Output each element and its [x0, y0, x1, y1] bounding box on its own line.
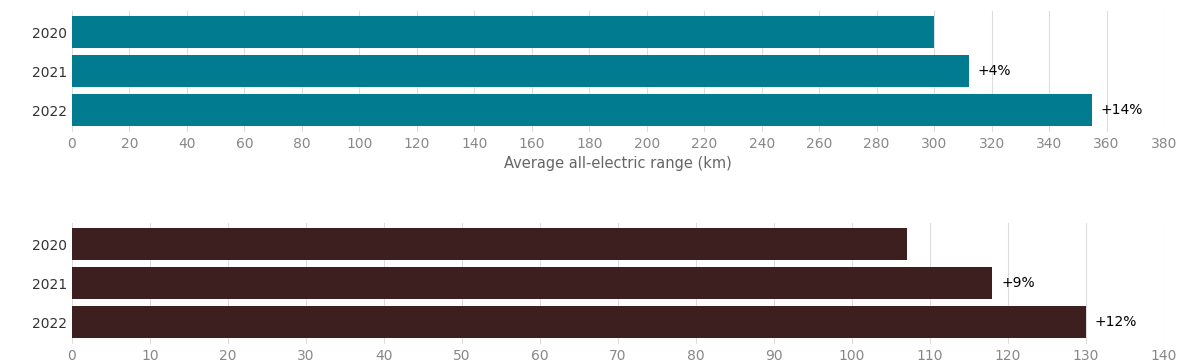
Bar: [72, 94, 1092, 126]
Bar: [72, 306, 1086, 338]
Bar: [72, 267, 992, 299]
Text: +9%: +9%: [1001, 276, 1034, 290]
Bar: [72, 55, 968, 88]
Text: +4%: +4%: [977, 64, 1010, 79]
Bar: [72, 228, 907, 260]
Bar: [72, 16, 934, 49]
Text: +12%: +12%: [1094, 315, 1138, 329]
Text: +14%: +14%: [1100, 104, 1144, 118]
X-axis label: Average all-electric range (km): Average all-electric range (km): [504, 156, 732, 171]
